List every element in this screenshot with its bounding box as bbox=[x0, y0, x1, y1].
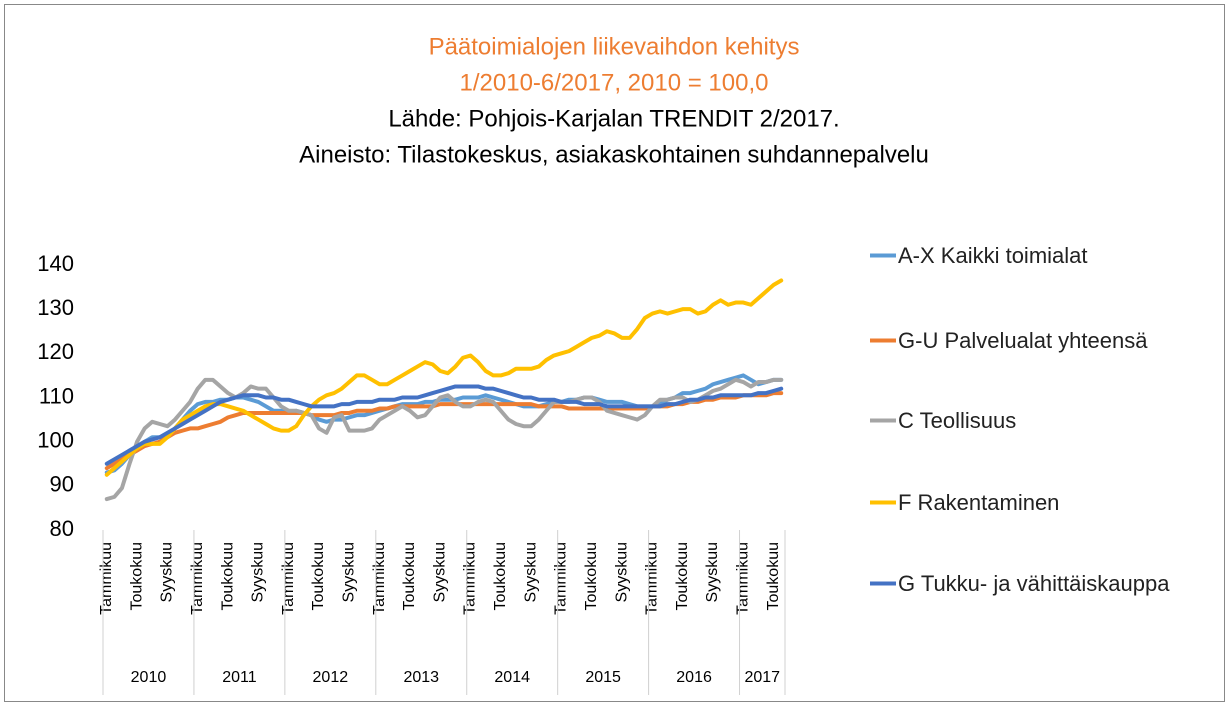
x-group-label: 2011 bbox=[222, 669, 257, 686]
x-tick-label: Toukokuu bbox=[583, 542, 600, 611]
x-tick-label: Tammikuu bbox=[644, 542, 661, 615]
chart-border bbox=[4, 4, 1225, 702]
x-tick-label: Toukokuu bbox=[492, 542, 509, 611]
x-group-label: 2016 bbox=[676, 669, 712, 686]
y-tick-label: 140 bbox=[37, 251, 74, 276]
y-tick-label: 110 bbox=[39, 383, 74, 408]
x-group-label: 2014 bbox=[494, 669, 530, 686]
x-tick-label: Toukokuu bbox=[128, 542, 145, 611]
series-line bbox=[104, 377, 784, 502]
x-tick-label: Syyskuu bbox=[704, 542, 721, 602]
chart-title: Päätoimialojen liikevaihdon kehitys bbox=[429, 33, 800, 60]
legend-label: C Teollisuus bbox=[898, 408, 1017, 433]
y-tick-label: 80 bbox=[50, 516, 74, 541]
legend-label: G-U Palvelualat yhteensä bbox=[898, 328, 1148, 353]
y-tick-label: 90 bbox=[50, 472, 74, 497]
chart-subtitle: Aineisto: Tilastokeskus, asiakaskohtaine… bbox=[299, 141, 929, 168]
x-group-label: 2010 bbox=[131, 669, 167, 686]
x-tick-label: Toukokuu bbox=[219, 542, 236, 611]
x-group-label: 2017 bbox=[744, 669, 780, 686]
x-tick-label: Syyskuu bbox=[250, 542, 267, 602]
x-tick-label: Toukokuu bbox=[765, 542, 782, 611]
x-group-label: 2013 bbox=[403, 669, 439, 686]
x-tick-label: Syyskuu bbox=[522, 542, 539, 602]
series-line bbox=[104, 384, 784, 466]
x-tick-label: Toukokuu bbox=[674, 542, 691, 611]
x-tick-label: Tammikuu bbox=[189, 542, 206, 615]
x-tick-label: Tammikuu bbox=[98, 542, 115, 615]
x-tick-label: Toukokuu bbox=[310, 542, 327, 611]
x-group-label: 2012 bbox=[313, 669, 349, 686]
x-tick-label: Syyskuu bbox=[340, 542, 357, 602]
chart-subtitle: Lähde: Pohjois-Karjalan TRENDIT 2/2017. bbox=[388, 105, 839, 132]
y-tick-label: 120 bbox=[37, 339, 74, 364]
legend-label: F Rakentaminen bbox=[898, 490, 1060, 515]
x-tick-label: Tammikuu bbox=[735, 542, 752, 615]
x-tick-label: Tammikuu bbox=[462, 542, 479, 615]
x-tick-label: Tammikuu bbox=[553, 542, 570, 615]
x-tick-label: Syyskuu bbox=[613, 542, 630, 602]
x-tick-label: Tammikuu bbox=[371, 542, 388, 615]
x-tick-label: Toukokuu bbox=[401, 542, 418, 611]
x-group-label: 2015 bbox=[585, 669, 621, 686]
x-tick-label: Syyskuu bbox=[431, 542, 448, 602]
y-tick-label: 130 bbox=[37, 295, 74, 320]
legend-label: G Tukku- ja vähittäiskauppa bbox=[898, 571, 1170, 596]
x-tick-label: Syyskuu bbox=[159, 542, 176, 602]
legend-label: A-X Kaikki toimialat bbox=[898, 243, 1088, 268]
chart-title: 1/2010-6/2017, 2010 = 100,0 bbox=[460, 69, 769, 96]
y-tick-label: 100 bbox=[37, 427, 74, 452]
x-tick-label: Tammikuu bbox=[280, 542, 297, 615]
